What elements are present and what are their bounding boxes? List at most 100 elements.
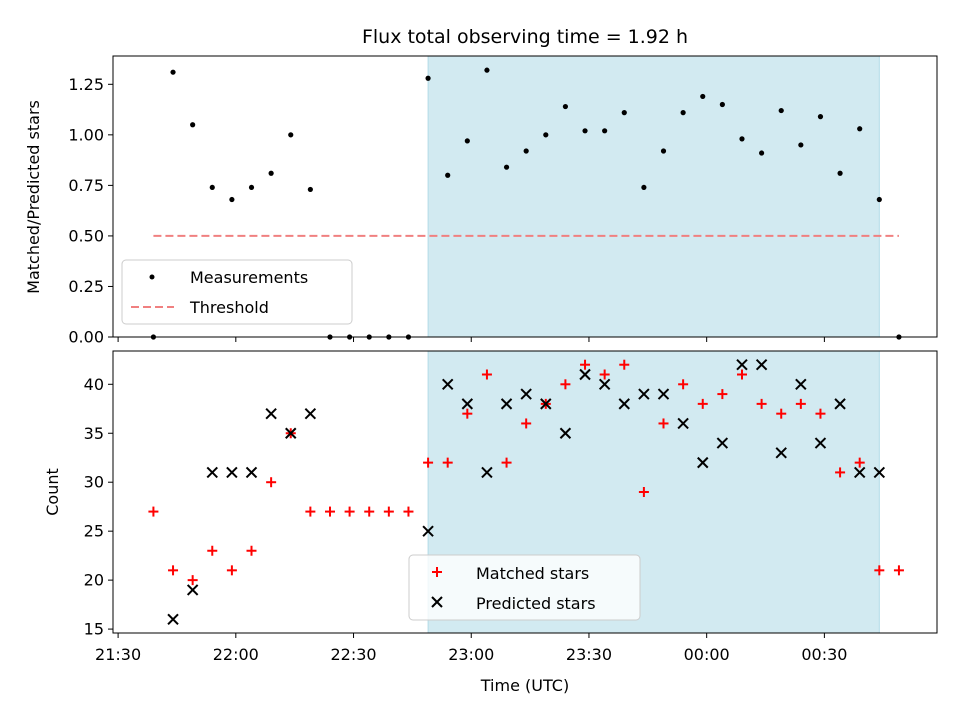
- matched-star-point: [521, 418, 532, 429]
- count-x-axis: 21:30 22:00 22:30 23:00 23:30 00:00 00:30: [95, 633, 847, 664]
- matched-star-point: [187, 575, 198, 586]
- matched-star-point: [756, 398, 767, 409]
- count-y-axis: 15 20 25 30 35 40: [84, 375, 113, 639]
- ratio-marks: [150, 67, 902, 340]
- matched-star-point: [324, 506, 335, 517]
- predicted-star-point: [441, 378, 454, 390]
- y-tick-label: 40: [84, 375, 104, 394]
- measurement-point: [543, 132, 549, 138]
- predicted-star-point: [657, 388, 670, 400]
- measurement-point: [857, 126, 863, 132]
- y-tick-label: 1.25: [68, 75, 104, 94]
- matched-star-point: [599, 369, 610, 380]
- legend-matched-marker: [432, 567, 442, 577]
- y-tick-label: 0.50: [68, 226, 104, 245]
- x-tick-label: 22:30: [330, 645, 376, 664]
- ratio-x-axis: [117, 337, 825, 342]
- matched-star-point: [874, 565, 885, 576]
- predicted-star-point: [167, 613, 179, 625]
- measurement-point: [307, 186, 313, 193]
- measurement-point: [739, 136, 745, 142]
- matched-star-point: [501, 457, 512, 468]
- measurement-point: [798, 142, 804, 148]
- predicted-star-point: [422, 525, 434, 537]
- measurement-point: [719, 101, 725, 108]
- matched-star-point: [678, 379, 689, 390]
- legend-measurements-marker: [149, 274, 155, 280]
- x-tick-label: 21:30: [95, 645, 141, 664]
- measurement-point: [680, 110, 686, 116]
- matched-star-point: [854, 457, 865, 468]
- matched-star-point: [736, 369, 747, 380]
- predicted-star-point: [834, 398, 846, 410]
- matched-star-point: [815, 408, 826, 419]
- matched-star-point: [403, 506, 414, 517]
- measurement-point: [641, 184, 647, 191]
- measurement-point: [660, 148, 667, 154]
- predicted-star-point: [579, 368, 591, 381]
- predicted-star-point: [481, 466, 493, 479]
- count-y-axis-label: Count: [43, 468, 62, 516]
- ratio-y-axis-label: Matched/Predicted stars: [24, 100, 43, 294]
- matched-star-point: [344, 506, 355, 517]
- y-tick-label: 0.25: [68, 277, 104, 296]
- measurement-point: [621, 110, 627, 116]
- predicted-star-point: [677, 417, 689, 430]
- ratio-plot-frame: [112, 55, 938, 338]
- measurement-point: [602, 128, 608, 134]
- measurement-point: [209, 184, 215, 191]
- ratio-legend: Measurements Threshold: [121, 259, 353, 325]
- count-panel: 15 20 25 30 35 40 21:30 22:00 22:30 23:00 23:30 00…: [43, 350, 938, 695]
- predicted-star-point: [873, 466, 886, 479]
- predicted-star-point: [638, 388, 650, 400]
- predicted-star-point: [245, 466, 258, 479]
- x-tick-label: 22:00: [213, 645, 259, 664]
- matched-star-point: [423, 457, 434, 468]
- ratio-y-axis: 0.00 0.25 0.50 0.75 1.00 1.25: [68, 75, 113, 347]
- matched-star-point: [560, 379, 571, 390]
- matched-star-point: [148, 506, 159, 517]
- matched-star-point: [835, 467, 846, 478]
- measurement-point: [562, 103, 569, 110]
- predicted-star-point: [461, 398, 474, 410]
- matched-star-point: [207, 545, 218, 556]
- measurement-point: [170, 69, 176, 75]
- x-tick-label: 00:00: [684, 645, 730, 664]
- chart-title: Flux total observing time = 1.92 h: [362, 26, 688, 48]
- measurement-point: [876, 196, 882, 203]
- measurement-point: [778, 107, 784, 114]
- predicted-star-point: [697, 456, 709, 469]
- measurement-point: [582, 128, 588, 134]
- predicted-star-point: [598, 378, 611, 390]
- predicted-star-point: [186, 584, 199, 596]
- measurement-point: [288, 132, 294, 138]
- predicted-star-point: [755, 359, 768, 371]
- measurement-point: [700, 93, 706, 100]
- matched-star-point: [226, 565, 237, 576]
- legend-predicted-marker: [431, 596, 443, 608]
- predicted-star-point: [226, 466, 238, 479]
- x-axis-label: Time (UTC): [480, 676, 569, 695]
- measurement-point: [484, 67, 490, 73]
- y-tick-label: 1.00: [68, 125, 104, 144]
- legend-matched-label: Matched stars: [476, 564, 589, 583]
- x-tick-label: 23:00: [448, 645, 494, 664]
- x-tick-label: 00:30: [801, 645, 847, 664]
- ratio-panel: 0.00 0.25 0.50 0.75 1.00 1.25 Matched/Predict…: [24, 55, 938, 347]
- predicted-star-point: [500, 398, 513, 410]
- count-legend-box: [408, 554, 641, 621]
- matched-star-point: [305, 506, 316, 517]
- matched-star-point: [638, 487, 649, 497]
- measurement-point: [229, 196, 235, 203]
- predicted-star-point: [795, 378, 807, 390]
- predicted-star-point: [775, 447, 787, 459]
- y-tick-label: 0.75: [68, 176, 104, 195]
- measurement-point: [523, 148, 529, 154]
- matched-star-point: [697, 398, 708, 409]
- predicted-star-point: [520, 388, 532, 400]
- predicted-star-point: [559, 427, 572, 439]
- matched-star-point: [893, 565, 904, 576]
- predicted-star-point: [814, 437, 827, 449]
- matched-star-point: [717, 389, 728, 400]
